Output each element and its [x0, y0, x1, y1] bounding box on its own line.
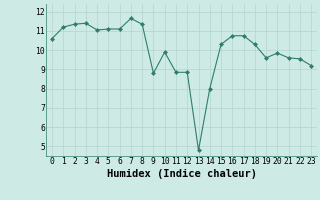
X-axis label: Humidex (Indice chaleur): Humidex (Indice chaleur): [107, 169, 257, 179]
